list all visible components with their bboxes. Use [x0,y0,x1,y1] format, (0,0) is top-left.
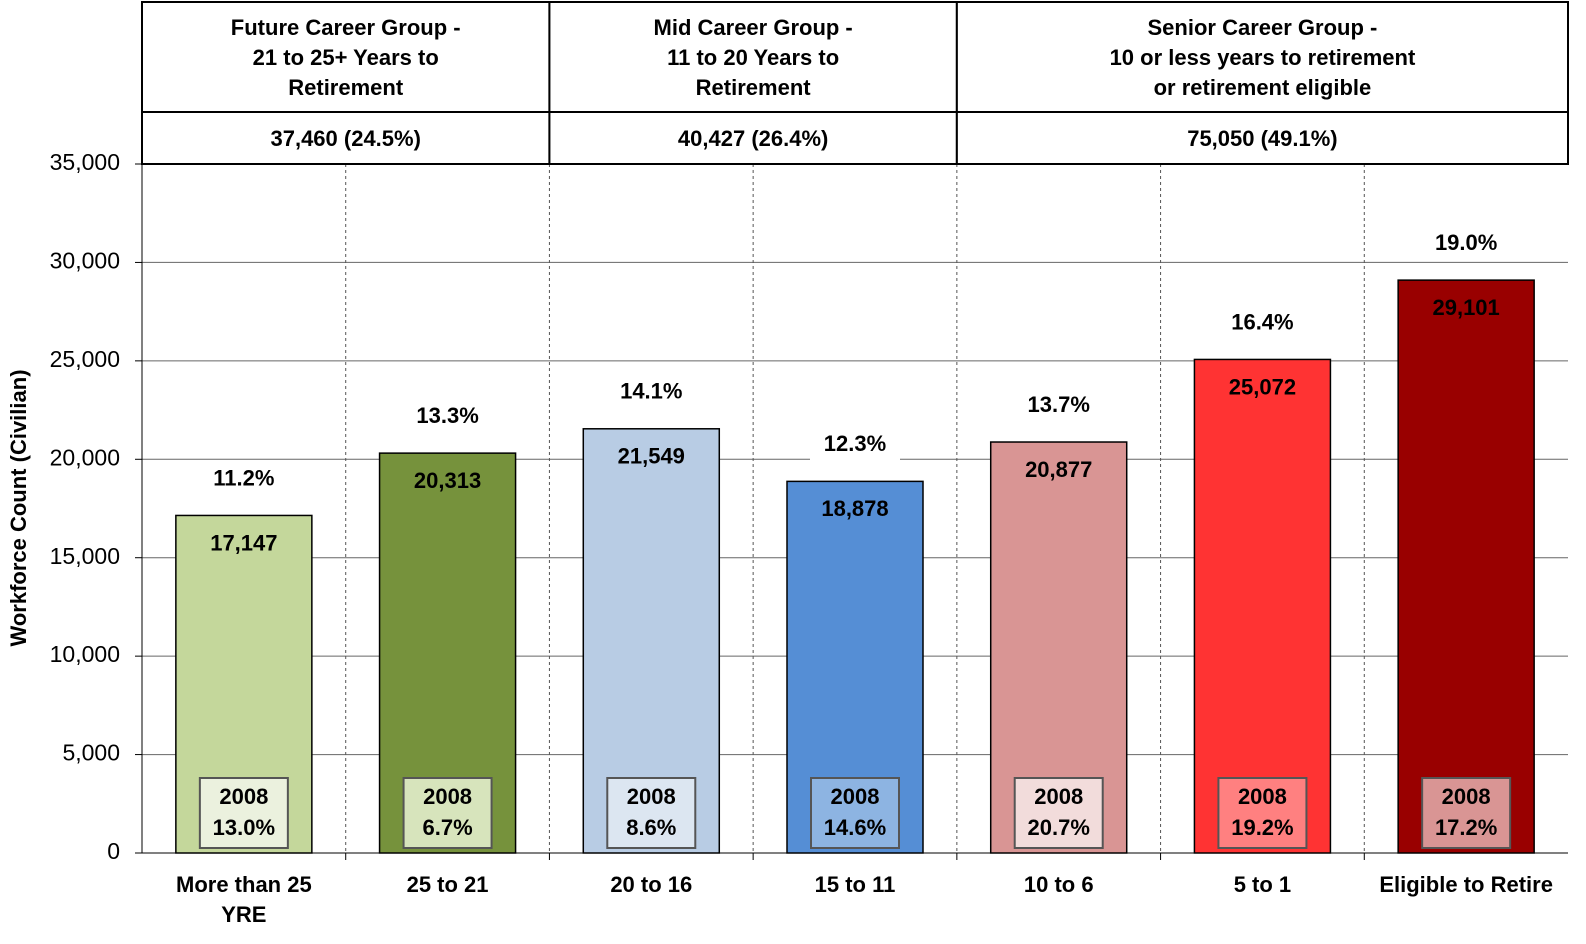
x-tick-label: 5 to 1 [1234,872,1291,897]
year-box-label: 2008 [423,784,472,809]
bar [1193,358,1332,854]
share-label-bg [810,429,900,462]
value-label: 25,072 [1229,374,1296,399]
x-tick-label: 20 to 16 [610,872,692,897]
group-title: 10 or less years to retirement [1110,45,1416,70]
y-tick-label: 0 [107,838,120,864]
share-label: 14.1% [620,379,682,404]
share-label: 13.3% [416,403,478,428]
year-box [402,777,493,849]
share-label-bg [198,463,289,496]
y-tick-label: 10,000 [50,641,120,667]
share-label-bg [1013,390,1104,423]
label-line: Eligible to Retire [1379,872,1553,897]
share-label: 12.3% [824,431,886,456]
share-label-bg [1217,307,1308,340]
group-title: 11 to 20 Years to [667,45,839,70]
label-line: YRE [221,902,266,927]
x-tick-label: 25 to 21 [407,872,489,897]
share-label-bg [1421,228,1512,261]
year-box [1421,777,1512,849]
y-tick-label: 15,000 [50,543,120,569]
x-tick-label: 10 to 6 [1024,872,1094,897]
year-box-label: 2008 [219,784,268,809]
year-box [1217,777,1308,849]
group-title: Mid Career Group - [654,15,853,40]
year-box-label: 19.2% [1231,815,1293,840]
bar [1397,279,1535,854]
label-line: 20 to 16 [610,872,692,897]
header-cell [955,1,1569,113]
year-box-label: 2008 [1442,784,1491,809]
group-title: Future Career Group - [231,15,461,40]
x-tick-label: More than 25 YRE [176,872,312,927]
y-tick-label: 5,000 [62,740,120,766]
header-cell [141,1,551,113]
year-box [198,777,289,849]
x-tick-label: 15 to 11 [815,872,896,897]
label-line: More than 25 [176,872,312,897]
year-box-label: 17.2% [1435,815,1497,840]
group-title: Retirement [288,75,404,100]
header-total-cell [548,111,958,165]
year-box [1013,777,1104,849]
value-label: 18,878 [821,496,888,521]
share-label: 19.0% [1435,230,1497,255]
y-tick-label: 35,000 [50,149,120,175]
year-box-label: 6.7% [422,815,472,840]
year-box-label: 14.6% [824,815,886,840]
y-tick-label: 30,000 [50,248,120,274]
x-tick-label: Eligible to Retire [1379,872,1553,897]
header-total-cell [955,111,1569,165]
group-total: 37,460 (24.5%) [270,126,420,151]
year-box [606,777,697,849]
share-label: 16.4% [1231,309,1293,334]
year-box [810,777,900,849]
value-label: 17,147 [210,530,277,555]
year-box-label: 8.6% [626,815,676,840]
group-title: or retirement eligible [1154,75,1372,100]
share-label: 13.7% [1028,392,1090,417]
value-label: 20,313 [414,468,481,493]
year-box-label: 2008 [1238,784,1287,809]
group-title: Retirement [696,75,812,100]
label-line: 5 to 1 [1234,872,1291,897]
value-label: 20,877 [1025,457,1092,482]
group-total: 40,427 (26.4%) [678,126,828,151]
value-label: 29,101 [1432,295,1499,320]
label-line: 25 to 21 [407,872,489,897]
y-axis-label: Workforce Count (Civilian) [6,369,31,646]
year-box-label: 2008 [831,784,880,809]
year-box-label: 13.0% [213,815,275,840]
header-total-cell [141,111,551,165]
year-box-label: 20.7% [1028,815,1090,840]
value-label: 21,549 [618,444,685,469]
share-label: 11.2% [213,465,274,490]
group-title: 21 to 25+ Years to [253,45,439,70]
group-title: Senior Career Group - [1148,15,1378,40]
share-label-bg [402,401,493,434]
label-line: 10 to 6 [1024,872,1094,897]
year-box-label: 2008 [627,784,676,809]
label-line: 15 to 11 [815,872,896,897]
year-box-label: 2008 [1034,784,1083,809]
y-tick-label: 25,000 [50,346,120,372]
share-label-bg [606,376,697,409]
y-tick-label: 20,000 [50,444,120,470]
group-total: 75,050 (49.1%) [1187,126,1337,151]
